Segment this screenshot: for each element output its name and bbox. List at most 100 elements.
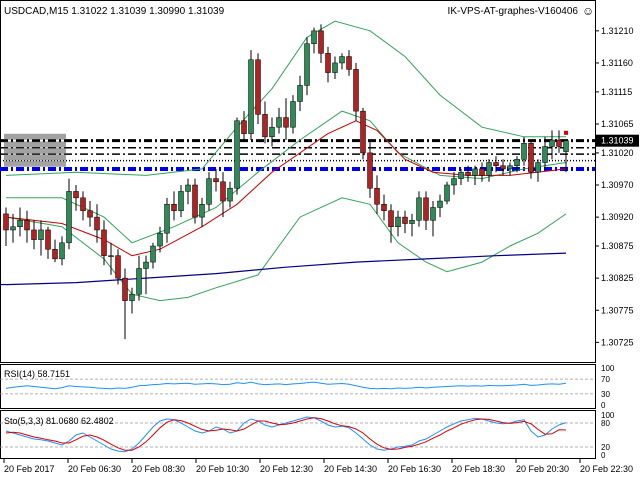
- candle-body: [472, 168, 478, 176]
- candle-body: [381, 204, 387, 211]
- candle-body: [143, 261, 149, 269]
- candle-body: [542, 146, 548, 163]
- rsi-panel-frame: [0, 364, 596, 409]
- indicator-name: IK-VPS-AT-graphes-V160406: [448, 6, 579, 17]
- signal-marker: [564, 130, 568, 135]
- level-annotations: [4, 130, 568, 167]
- price-tick-label: 1.31065: [601, 119, 634, 129]
- stoch-panel-frame: [0, 410, 596, 459]
- candle-body: [507, 165, 513, 170]
- candle-body: [395, 216, 401, 228]
- candle-body: [360, 110, 366, 154]
- price-tick-label: 1.30970: [601, 180, 634, 190]
- candle-body: [556, 139, 562, 147]
- candle-body: [66, 191, 72, 244]
- price-axis: 1.31210 1.31160 1.31115 1.31065 1.31020 1.309…: [595, 26, 639, 347]
- level-annotation-block: [4, 147, 66, 154]
- candle-body: [52, 248, 58, 260]
- panel-tick-label: 100: [601, 364, 615, 373]
- candle-body: [444, 184, 450, 202]
- rsi-plot: 100 70 30 0: [0, 364, 615, 410]
- panel-tick-label: 30: [601, 390, 610, 399]
- candle-body: [220, 181, 226, 202]
- price-tick-label: 1.31160: [601, 58, 633, 68]
- candle-body: [528, 143, 534, 173]
- candle-body: [150, 245, 156, 263]
- sto-signal-line: [5, 417, 567, 451]
- stoch-label: Sto(5,3,3) 81.0680 62.4802: [4, 416, 114, 426]
- time-tick-label: 20 Feb 12:30: [260, 464, 313, 474]
- candle-body: [430, 207, 436, 221]
- candle-body: [80, 197, 86, 211]
- level-annotation-block: [4, 141, 66, 148]
- smiley-icon[interactable]: ☺: [582, 4, 594, 18]
- candle-body: [255, 59, 261, 115]
- candle-body: [122, 277, 128, 301]
- panel-tick-label: 70: [601, 375, 610, 384]
- candle-body: [402, 216, 408, 224]
- candle-body: [332, 62, 338, 73]
- candle-body: [129, 293, 135, 301]
- candle-body: [206, 178, 212, 205]
- candle-body: [388, 210, 394, 227]
- level-annotation-block: [4, 133, 66, 140]
- candle-body: [409, 220, 415, 224]
- price-tick-label: 1.31115: [601, 87, 632, 97]
- current-price-box: [595, 134, 639, 147]
- candle-body: [269, 126, 275, 138]
- candle-body: [136, 268, 142, 295]
- candle-body: [479, 168, 485, 176]
- candle-body: [73, 191, 79, 199]
- candle-body: [416, 197, 422, 221]
- panel-tick-label: 0: [601, 451, 606, 460]
- price-tick-label: 1.30920: [601, 212, 634, 222]
- candle-body: [325, 53, 331, 73]
- price-tick-label: 1.31210: [601, 26, 634, 36]
- candle-body: [213, 178, 219, 183]
- candle-body: [24, 220, 30, 231]
- candle-body: [521, 143, 527, 160]
- candle-body: [514, 159, 520, 166]
- candle-body: [290, 101, 296, 128]
- candle-body: [234, 120, 240, 189]
- candle-body: [94, 216, 100, 231]
- panel-tick-label: 20: [601, 443, 610, 452]
- price-tick-label: 1.31020: [601, 148, 634, 158]
- time-tick-label: 20 Feb 18:30: [452, 464, 505, 474]
- time-tick-label: 20 Feb 2017: [4, 464, 55, 474]
- time-tick-label: 20 Feb 10:30: [196, 464, 249, 474]
- candle-body: [185, 184, 191, 192]
- candle-body: [101, 229, 107, 256]
- candle-body: [339, 56, 345, 64]
- time-axis: 20 Feb 2017 20 Feb 06:30 20 Feb 08:30 20 Fe…: [3, 459, 633, 474]
- time-tick-label: 20 Feb 20:30: [516, 464, 569, 474]
- panel-tick-label: 100: [601, 411, 615, 420]
- candle-body: [157, 232, 163, 247]
- time-tick-label: 20 Feb 16:30: [388, 464, 441, 474]
- candle-body: [458, 171, 464, 179]
- level-annotation-block: [4, 154, 66, 161]
- candle-body: [563, 140, 569, 152]
- candle-body: [318, 30, 324, 54]
- candle-body: [353, 69, 359, 112]
- candle-body: [248, 59, 254, 134]
- main-chart-frame: [0, 0, 596, 363]
- rsi-14--line: [5, 381, 567, 390]
- price-tick-label: 1.30775: [601, 305, 634, 315]
- candle-body: [59, 242, 65, 260]
- candle-body: [549, 139, 555, 147]
- time-tick-label: 20 Feb 14:30: [324, 464, 377, 474]
- time-tick-label: 20 Feb 22:30: [580, 464, 633, 474]
- candle-body: [451, 178, 457, 186]
- time-tick-label: 20 Feb 08:30: [132, 464, 185, 474]
- candle-body: [535, 162, 541, 173]
- candle-body: [38, 229, 44, 240]
- candle-body: [192, 184, 198, 218]
- level-annotation-block: [4, 160, 66, 167]
- candle-body: [493, 162, 499, 166]
- panel-tick-label: 0: [601, 401, 606, 410]
- rsi-label: RSI(14) 58.7151: [4, 369, 70, 379]
- candle-body: [500, 165, 506, 170]
- candle-body: [178, 191, 184, 211]
